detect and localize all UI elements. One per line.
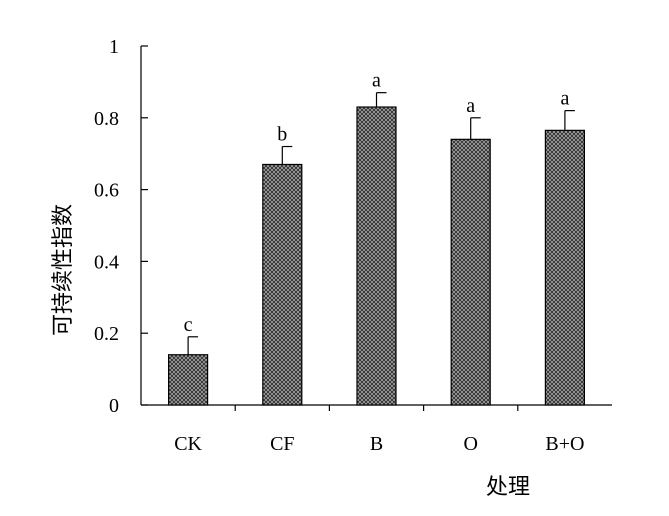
bar-o [450, 138, 491, 406]
labels: 0 0.2 0.4 0.6 0.8 1 c CK b CF a Ba Oa B+O [94, 36, 584, 455]
significance-letter: a [466, 95, 475, 117]
y-tick-label: 1 [109, 36, 119, 58]
significance-letter: a [560, 88, 569, 110]
x-tick-label: CK [174, 433, 202, 455]
x-tick-label: CF [270, 433, 294, 455]
y-tick-label: 0.8 [94, 108, 119, 130]
bar-b [356, 106, 397, 406]
y-tick-label: 0.2 [94, 323, 119, 345]
x-axis-title: 处理 [486, 475, 530, 500]
significance-letter: b [277, 124, 287, 146]
bar-ck [168, 354, 209, 406]
significance-letter: a [372, 70, 381, 92]
bars [168, 92, 586, 406]
x-tick-label: B+O [545, 433, 584, 455]
significance-letter: c [184, 314, 193, 336]
bar-cf [262, 163, 303, 406]
x-tick-label: B [370, 433, 383, 455]
y-tick-label: 0.6 [94, 180, 119, 202]
y-tick-label: 0.4 [94, 251, 119, 273]
x-tick-label: O [463, 433, 477, 455]
y-axis-title: 可持续性指数 [51, 204, 76, 336]
bar-b-plus-o [544, 129, 586, 406]
y-tick-label: 0 [109, 395, 119, 417]
